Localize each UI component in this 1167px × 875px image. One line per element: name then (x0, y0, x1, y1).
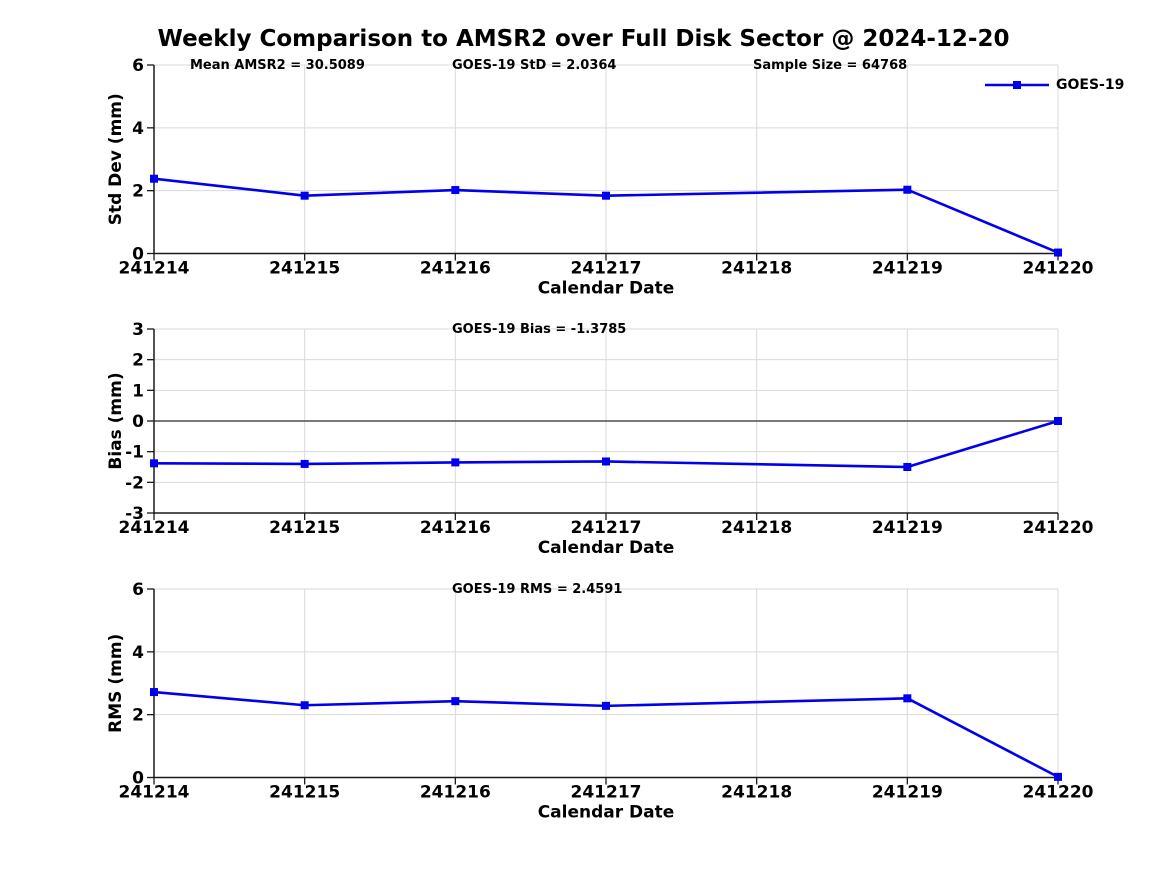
data-point-marker (1054, 417, 1062, 425)
x-tick-label: 241218 (721, 259, 792, 279)
y-tick-label: -2 (125, 473, 144, 493)
x-axis-title: Calendar Date (538, 538, 675, 558)
y-tick-label: 0 (132, 245, 144, 265)
y-axis-title: Std Dev (mm) (106, 93, 126, 225)
series-line (153, 419, 1059, 469)
x-tick-label: 241214 (119, 518, 190, 538)
x-tick-label: 241216 (420, 259, 491, 279)
x-tick-label: 241219 (872, 518, 943, 538)
series-line (153, 177, 1059, 254)
stat-annotation: Sample Size = 64768 (753, 58, 907, 73)
x-tick-label: 241219 (872, 783, 943, 803)
x-axis-title: Calendar Date (538, 279, 675, 299)
x-tick-label: 241214 (119, 783, 190, 803)
stat-annotation: GOES-19 StD = 2.0364 (452, 58, 616, 73)
y-tick-label: 0 (132, 412, 144, 432)
data-point-marker (903, 463, 912, 471)
y-axis-title: RMS (mm) (106, 634, 126, 733)
data-point-marker (1054, 248, 1062, 257)
series-line (153, 690, 1059, 779)
y-tick-label: -3 (125, 504, 144, 524)
data-point-marker (300, 701, 309, 710)
x-tick-label: 241214 (119, 259, 190, 279)
data-point-marker (602, 191, 610, 200)
data-point-marker (150, 459, 158, 468)
stat-annotation: Mean AMSR2 = 30.5089 (190, 58, 365, 73)
legend: GOES-19 (984, 77, 1124, 93)
x-tick-label: 241215 (269, 783, 340, 803)
x-tick-label: 241220 (1023, 259, 1094, 279)
data-point-marker (903, 694, 912, 703)
x-tick-label: 241215 (269, 518, 340, 538)
data-point-marker (602, 457, 610, 466)
legend-marker-icon (1013, 81, 1021, 89)
x-axis-title: Calendar Date (538, 803, 675, 823)
y-axis-title: Bias (mm) (106, 372, 126, 469)
data-point-marker (150, 174, 158, 183)
y-tick-label: 0 (132, 769, 144, 789)
data-point-marker (451, 186, 460, 195)
data-point-marker (300, 191, 309, 200)
y-tick-label: -1 (125, 443, 144, 463)
legend-line-sample (985, 81, 1049, 89)
data-point-marker (1054, 772, 1062, 781)
data-point-marker (300, 459, 309, 468)
x-tick-label: 241215 (269, 259, 340, 279)
y-tick-label: 6 (132, 580, 144, 600)
stat-annotation: GOES-19 Bias = -1.3785 (452, 322, 626, 337)
data-point-marker (451, 697, 460, 706)
figure-title: Weekly Comparison to AMSR2 over Full Dis… (157, 26, 1010, 52)
x-tick-label: 241220 (1023, 783, 1094, 803)
y-tick-label: 4 (132, 643, 144, 663)
y-tick-label: 2 (132, 706, 144, 726)
x-tick-label: 241219 (872, 259, 943, 279)
x-tick-label: 241216 (420, 783, 491, 803)
data-point-marker (602, 701, 610, 710)
y-tick-label: 1 (132, 381, 144, 401)
y-tick-label: 2 (132, 182, 144, 202)
y-tick-label: 6 (132, 56, 144, 76)
x-tick-label: 241217 (571, 783, 642, 803)
data-point-marker (451, 458, 460, 467)
y-tick-label: 2 (132, 351, 144, 371)
x-tick-label: 241218 (721, 783, 792, 803)
data-point-marker (150, 688, 158, 697)
stat-annotation: GOES-19 RMS = 2.4591 (452, 582, 622, 597)
x-tick-label: 241216 (420, 518, 491, 538)
x-tick-label: 241218 (721, 518, 792, 538)
x-tick-label: 241217 (571, 259, 642, 279)
x-tick-label: 241220 (1023, 518, 1094, 538)
legend-label: GOES-19 (1056, 77, 1125, 93)
data-point-marker (903, 185, 912, 194)
x-tick-label: 241217 (571, 518, 642, 538)
y-tick-label: 3 (132, 320, 144, 340)
y-tick-label: 4 (132, 119, 144, 139)
